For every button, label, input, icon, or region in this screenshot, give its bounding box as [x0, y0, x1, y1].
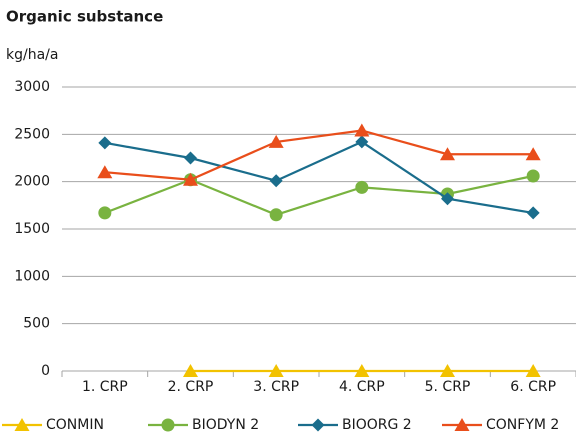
point	[269, 208, 283, 222]
point	[268, 134, 284, 148]
legend-label: BIOORG 2	[342, 417, 412, 433]
point	[525, 147, 541, 161]
y-tick-label: 1000	[14, 268, 50, 284]
point	[441, 192, 454, 206]
point	[440, 147, 455, 161]
x-tick-label: 6. CRP	[510, 379, 556, 395]
x-tick-label: 4. CRP	[339, 379, 385, 395]
x-tick-label: 5. CRP	[425, 379, 471, 395]
legend-marker	[311, 418, 325, 432]
series-line	[104, 129, 534, 181]
point	[526, 206, 540, 220]
point	[526, 169, 540, 183]
y-tick-label: 1500	[14, 221, 50, 237]
y-tick-label: 3000	[14, 79, 50, 95]
chart-title: Organic substance	[6, 8, 163, 26]
y-axis-label: kg/ha/a	[6, 47, 58, 63]
point	[183, 172, 198, 186]
point	[525, 364, 541, 377]
point	[98, 206, 112, 220]
point	[98, 136, 112, 150]
legend-marker	[454, 418, 470, 431]
point	[354, 123, 370, 137]
legend-marker	[14, 418, 30, 431]
x-tick-label: 1. CRP	[82, 379, 128, 395]
series-line	[104, 140, 534, 214]
point	[355, 135, 369, 149]
legend-marker	[161, 418, 175, 432]
point	[97, 165, 113, 179]
point	[355, 180, 369, 194]
series-line	[104, 174, 534, 216]
point	[268, 364, 284, 377]
y-tick-label: 2000	[14, 174, 50, 190]
y-tick-label: 2500	[14, 126, 50, 142]
y-tick-label: 0	[41, 363, 50, 379]
point	[440, 364, 455, 377]
legend-label: BIODYN 2	[192, 417, 259, 433]
x-tick-label: 3. CRP	[253, 379, 299, 395]
point	[183, 364, 198, 377]
y-tick-label: 500	[23, 316, 50, 332]
legend-label: CONMIN	[46, 417, 104, 433]
point	[354, 364, 370, 377]
point	[269, 174, 283, 188]
legend-label: CONFYM 2	[486, 417, 559, 433]
x-tick-label: 2. CRP	[168, 379, 214, 395]
point	[184, 151, 197, 165]
